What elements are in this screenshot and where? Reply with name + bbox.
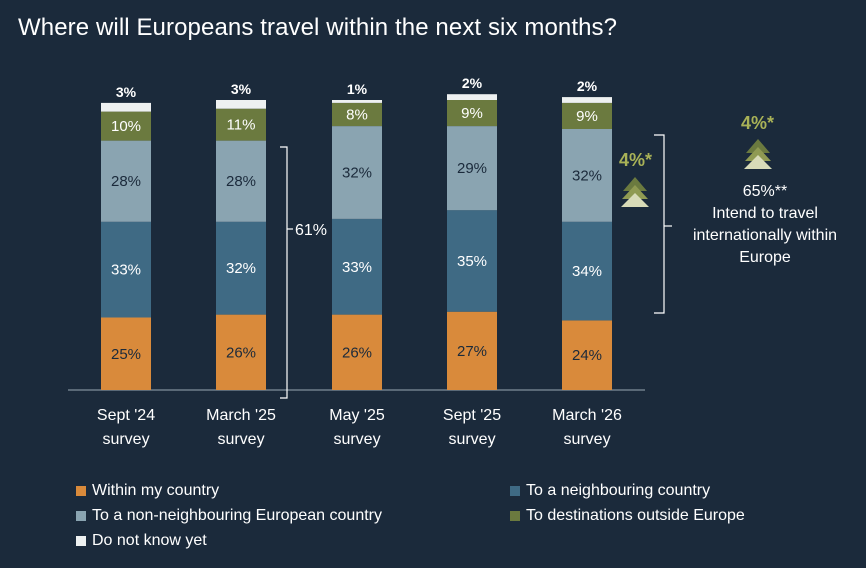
data-label: 34%	[572, 263, 602, 280]
legend-swatch	[76, 486, 86, 496]
data-label: 35%	[457, 253, 487, 270]
bar-segment	[216, 221, 266, 315]
data-label: 27%	[457, 343, 487, 360]
bar-segment	[447, 311, 497, 390]
data-label: 32%	[226, 260, 256, 277]
legend-label: To destinations outside Europe	[526, 507, 745, 524]
data-label: 2%	[462, 75, 483, 91]
data-label: 24%	[572, 347, 602, 364]
bracket-international	[654, 134, 665, 314]
x-tick-label: survey	[217, 431, 264, 448]
bar-segment	[562, 102, 612, 129]
x-tick-label: Sept '25	[443, 407, 501, 424]
data-label: 32%	[342, 165, 372, 182]
data-label: 32%	[572, 167, 602, 184]
data-label: 33%	[342, 259, 372, 276]
legend-item-outside-europe: To destinations outside Europe	[510, 507, 745, 525]
legend-item-non-neighbouring: To a non-neighbouring European country	[76, 507, 382, 525]
x-tick-label: Sept '24	[97, 407, 155, 424]
trend-triangles-icon	[621, 177, 649, 207]
bars-group: 25% 33% 28% 10% 3% 26% 32% 28% 11% 3% 26% 33% 32% 8% 1…	[101, 75, 612, 390]
x-tick-label: March '26	[552, 407, 622, 424]
data-label: 28%	[111, 173, 141, 190]
bar-segment	[332, 314, 382, 390]
bar-segment	[562, 129, 612, 222]
data-label: 11%	[227, 117, 256, 134]
bar-segment	[216, 314, 266, 390]
bar-segment	[447, 94, 497, 100]
bar-segment	[332, 126, 382, 219]
bar-segment	[216, 100, 266, 109]
legend-item-within-country: Within my country	[76, 482, 219, 500]
bar-segment	[447, 126, 497, 211]
bar-segment	[562, 97, 612, 103]
trend-triangles-icon-right	[744, 139, 772, 169]
data-label: 3%	[116, 84, 137, 100]
legend-label: Do not know yet	[92, 532, 207, 549]
intl-text: Intend to travel internationally within …	[692, 205, 838, 266]
data-label: 33%	[111, 262, 141, 279]
bar-segment	[101, 140, 151, 222]
data-label: 26%	[226, 344, 256, 361]
bar-segment	[447, 210, 497, 312]
bracket-61: 61%	[280, 146, 327, 399]
data-label: 2%	[577, 78, 598, 94]
data-label: 9%	[461, 105, 483, 122]
bar-segment	[101, 111, 151, 141]
data-label: 1%	[347, 81, 368, 97]
x-tick-label: survey	[102, 431, 149, 448]
legend-swatch	[76, 536, 86, 546]
legend-label: To a neighbouring country	[526, 482, 711, 499]
bar-segment	[332, 102, 382, 127]
bar-segment	[447, 100, 497, 127]
legend-item-do-not-know: Do not know yet	[76, 532, 207, 550]
legend-label: Within my country	[92, 482, 220, 499]
legend-item-neighbouring: To a neighbouring country	[510, 482, 710, 500]
data-label: 25%	[111, 346, 141, 363]
x-tick-label: March '25	[206, 407, 276, 424]
bar-segment	[216, 108, 266, 141]
legend-swatch	[76, 511, 86, 521]
bar-segment	[216, 140, 266, 222]
bar-segment	[101, 317, 151, 390]
bar-segment	[101, 102, 151, 112]
data-label: 3%	[231, 81, 252, 97]
intl-badge: 4%*	[741, 113, 774, 133]
data-label: 28%	[226, 173, 256, 190]
intl-annotation: 65%** Intend to travel internationally w…	[672, 181, 858, 269]
x-tick-label: May '25	[329, 407, 385, 424]
data-label: 26%	[342, 344, 372, 361]
x-tick-label: survey	[333, 431, 380, 448]
intl-percent: 65%**	[742, 183, 788, 200]
stacked-bar-chart: 25% 33% 28% 10% 3% 26% 32% 28% 11% 3% 26% 33% 32% 8% 1…	[68, 75, 774, 448]
legend-swatch	[510, 486, 520, 496]
outside-badge: 4%*	[619, 150, 652, 170]
legend-label: To a non-neighbouring European country	[92, 507, 382, 524]
x-tick-label: survey	[448, 431, 495, 448]
data-label: 29%	[457, 160, 487, 177]
bar-segment	[101, 221, 151, 318]
data-label: 8%	[346, 107, 368, 124]
data-label: 10%	[111, 118, 141, 135]
x-tick-label: survey	[563, 431, 610, 448]
bar-segment	[332, 100, 382, 103]
bar-segment	[562, 221, 612, 321]
bar-segment	[562, 320, 612, 390]
data-label: 9%	[576, 108, 598, 125]
chart-title: Where will Europeans travel within the n…	[18, 14, 618, 41]
legend-swatch	[510, 511, 520, 521]
bar-segment	[332, 218, 382, 315]
x-tick-labels: Sept '24 survey March '25 survey May '25 surv…	[97, 407, 622, 448]
bracket-label: 61%	[295, 222, 327, 239]
